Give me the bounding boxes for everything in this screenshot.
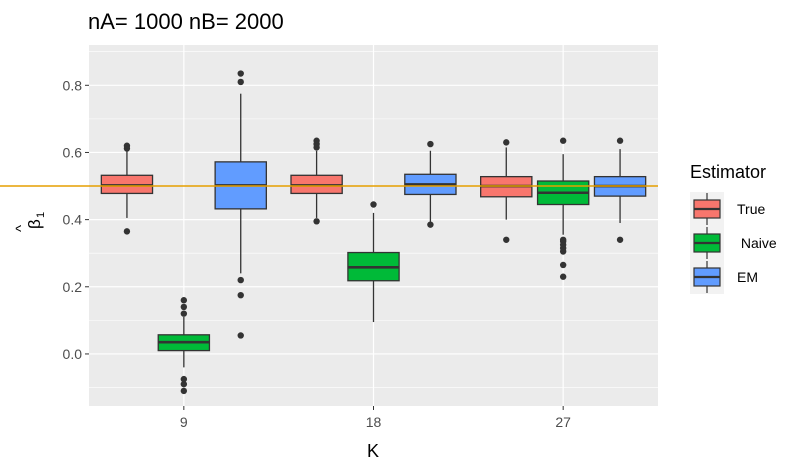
outlier-point <box>313 218 320 225</box>
outlier-point <box>559 236 567 243</box>
outlier-point <box>503 236 510 243</box>
chart-title: nA= 1000 nB= 2000 <box>88 9 284 34</box>
x-tick-label: 9 <box>180 414 188 430</box>
y-axis-title-hat: ^ <box>13 225 30 232</box>
outlier-point <box>180 380 188 388</box>
outlier-point <box>237 332 244 339</box>
outlier-point <box>427 221 434 228</box>
outlier-point <box>123 142 131 149</box>
box-em-k18 <box>404 140 457 228</box>
box-naive-k18 <box>347 201 400 323</box>
outlier-point <box>237 276 244 284</box>
outlier-point <box>616 137 624 144</box>
x-axis-title: K <box>367 441 379 461</box>
outlier-point <box>180 310 188 317</box>
outlier-point <box>237 70 244 77</box>
outlier-point <box>616 236 624 243</box>
y-axis-title: β ^ 1 <box>13 212 47 232</box>
y-tick-label: 0.0 <box>63 346 83 362</box>
outlier-point <box>237 78 244 86</box>
y-tick-label: 0.6 <box>63 144 83 160</box>
outlier-point <box>180 303 188 311</box>
y-axis-title-subscript: 1 <box>35 212 47 218</box>
outlier-point <box>237 291 244 299</box>
legend-label: EM <box>737 269 758 285</box>
outlier-point <box>503 139 510 146</box>
box-naive-k9 <box>157 297 211 395</box>
outlier-point <box>180 297 188 304</box>
legend-title: Estimator <box>690 162 766 182</box>
legend-label: True <box>737 201 765 217</box>
outlier-point <box>180 375 188 383</box>
x-tick-label: 27 <box>555 414 571 430</box>
outlier-point <box>370 201 377 208</box>
y-tick-label: 0.8 <box>63 77 83 93</box>
box-true-k9 <box>100 142 154 235</box>
outlier-point <box>123 228 131 235</box>
legend-key-em <box>690 260 724 294</box>
legend-key-naive <box>690 226 724 260</box>
y-tick-label: 0.2 <box>63 279 83 295</box>
legend-label: Naive <box>737 235 777 251</box>
outlier-point <box>559 261 567 269</box>
outlier-point <box>559 273 567 280</box>
x-tick-label: 18 <box>366 414 382 430</box>
y-axis-title-main: β <box>25 219 44 229</box>
outlier-point <box>180 387 188 395</box>
outlier-point <box>313 137 320 144</box>
outlier-point <box>427 140 434 148</box>
y-tick-label: 0.4 <box>63 212 83 228</box>
outlier-point <box>559 137 567 144</box>
box-naive-k27 <box>536 137 590 280</box>
legend-key-true <box>690 192 724 226</box>
